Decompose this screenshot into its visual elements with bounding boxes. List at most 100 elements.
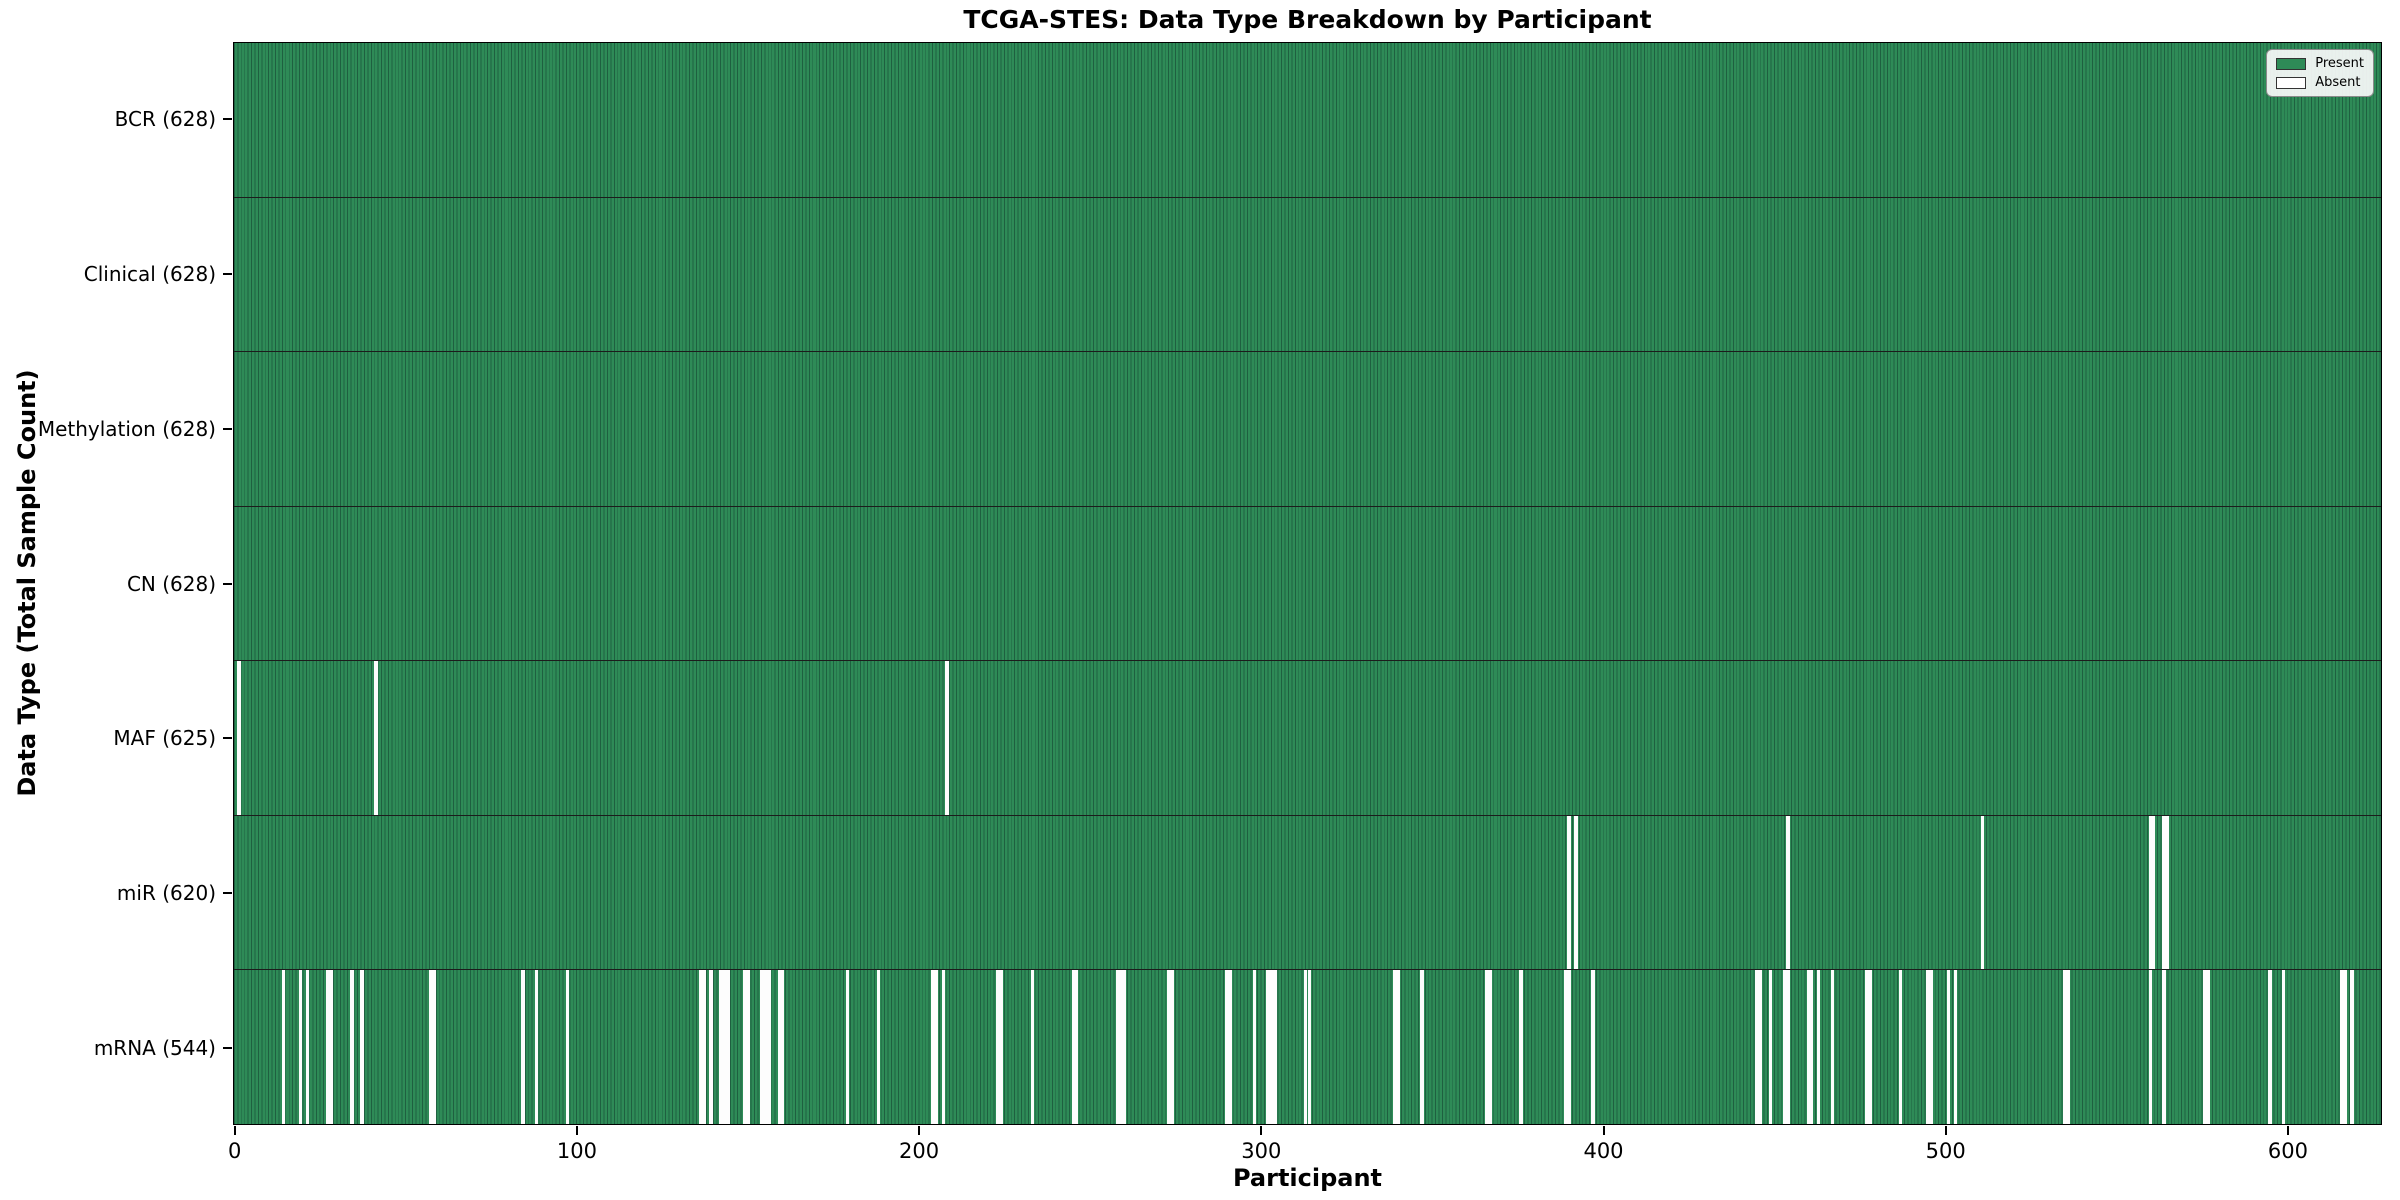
- absent-mark-mrna: [760, 970, 764, 1125]
- absent-mark-mrna: [1782, 970, 1787, 1125]
- absent-mark-maf: [945, 661, 949, 815]
- absent-mark-mrna: [1591, 970, 1595, 1125]
- absent-mark-mrna: [1830, 970, 1834, 1125]
- xtick-mark: [1944, 1126, 1947, 1135]
- absent-mark-mrna: [1266, 970, 1270, 1125]
- absent-mark-mrna: [1307, 970, 1311, 1125]
- ytick-label-cn: CN (628): [126, 571, 216, 596]
- absent-mark-mrna: [1868, 970, 1872, 1125]
- row-clinical: [234, 196, 2381, 352]
- absent-mark-mrna: [350, 970, 354, 1125]
- absent-mark-mrna: [1806, 970, 1811, 1125]
- absent-mark-mrna: [1926, 970, 1930, 1125]
- absent-mark-mrna: [726, 970, 730, 1125]
- absent-mark-mrna: [1946, 970, 1951, 1125]
- chart-title: TCGA-STES: Data Type Breakdown by Partic…: [963, 5, 1652, 34]
- ytick-mark: [223, 427, 232, 430]
- absent-mark-mrna: [1269, 970, 1274, 1125]
- absent-mark-mrna: [1953, 970, 1958, 1125]
- absent-mark-mrna: [1116, 970, 1120, 1125]
- absent-mark-mrna: [1228, 970, 1233, 1125]
- xtick-label-0: 0: [228, 1139, 242, 1163]
- absent-mark-mrna: [1898, 970, 1903, 1125]
- absent-mark-mrna: [876, 970, 881, 1125]
- absent-mark-mrna: [1225, 970, 1229, 1125]
- ytick-mark: [223, 891, 232, 894]
- absent-mark-mrna: [698, 970, 703, 1125]
- absent-mark-mrna: [1816, 970, 1821, 1125]
- absent-mark-mrna: [2350, 970, 2354, 1125]
- absent-mark-mrna: [1304, 970, 1308, 1125]
- absent-mark-mrna: [931, 970, 935, 1125]
- ytick-mark: [223, 118, 232, 121]
- y-axis-ticks: BCR (628) Clinical (628) Methylation (628)…: [0, 42, 233, 1125]
- xtick-mark: [918, 1126, 921, 1135]
- absent-mark-mir: [1786, 815, 1790, 970]
- ytick-mark: [223, 273, 232, 276]
- absent-mark-mrna: [767, 970, 771, 1125]
- ytick-mark: [223, 737, 232, 740]
- absent-mark-mrna: [999, 970, 1004, 1125]
- absent-mark-mrna: [2148, 970, 2152, 1125]
- absent-mark-mrna: [428, 970, 433, 1125]
- ytick-mark: [223, 582, 232, 585]
- absent-mark-mrna: [722, 970, 727, 1125]
- absent-mark-mrna: [746, 970, 751, 1125]
- absent-mark-mrna: [763, 970, 768, 1125]
- absent-mark-mrna: [1392, 970, 1397, 1125]
- absent-mark-mrna: [1273, 970, 1277, 1125]
- absent-mark-mrna: [1864, 970, 1869, 1125]
- legend-entry-present: Present: [2276, 57, 2364, 70]
- xtick-mark: [575, 1126, 578, 1135]
- x-axis-label: Participant: [1232, 1164, 1383, 1192]
- absent-mark-mrna: [2339, 970, 2344, 1125]
- absent-mark-mrna: [934, 970, 939, 1125]
- absent-mark-mrna: [743, 970, 747, 1125]
- absent-mark-mir: [1567, 815, 1571, 970]
- ytick-mark: [223, 1046, 232, 1049]
- absent-mark-mir: [2165, 815, 2170, 970]
- absent-mark-maf: [237, 661, 241, 815]
- absent-mark-mrna: [777, 970, 781, 1125]
- absent-mark-mrna: [709, 970, 713, 1125]
- ytick-label-mir: miR (620): [116, 880, 216, 905]
- absent-mark-mrna: [1071, 970, 1075, 1125]
- absent-mark-mrna: [2343, 970, 2347, 1125]
- absent-mark-mrna: [781, 970, 785, 1125]
- absent-mark-mrna: [1929, 970, 1934, 1125]
- absent-mark-mrna: [281, 970, 286, 1125]
- xtick-label-300: 300: [1241, 1139, 1282, 1163]
- absent-mark-maf: [374, 661, 378, 815]
- row-bcr: [234, 43, 2381, 197]
- absent-mark-mrna: [305, 970, 310, 1125]
- absent-mark-mrna: [360, 970, 364, 1125]
- absent-mark-mrna: [521, 970, 525, 1125]
- absent-mark-mrna: [1485, 970, 1489, 1125]
- absent-mark-mrna: [1119, 970, 1123, 1125]
- absent-mark-mrna: [2281, 970, 2286, 1125]
- absent-mark-mrna: [534, 970, 539, 1125]
- xtick-label-600: 600: [2267, 1139, 2308, 1163]
- absent-mark-mrna: [1122, 970, 1127, 1125]
- legend: Present Absent: [2266, 49, 2374, 97]
- legend-entry-absent: Absent: [2276, 76, 2364, 89]
- xtick-label-400: 400: [1583, 1139, 1624, 1163]
- absent-mark-mrna: [2206, 970, 2211, 1125]
- xtick-label-500: 500: [1925, 1139, 1966, 1163]
- xtick-label-200: 200: [899, 1139, 940, 1163]
- absent-mark-mrna: [1567, 970, 1571, 1125]
- absent-mark-mrna: [1758, 970, 1763, 1125]
- xtick-mark: [233, 1126, 236, 1135]
- absent-mark-mrna: [2066, 970, 2070, 1125]
- x-axis-ticks: 0 100 200 300 400 500 600: [228, 1126, 2382, 1186]
- absent-mark-mrna: [1420, 970, 1424, 1125]
- absent-mark-mrna: [326, 970, 330, 1125]
- absent-mark-mrna: [941, 970, 946, 1125]
- row-cn: [234, 505, 2381, 661]
- row-mrna: [234, 969, 2381, 1125]
- legend-swatch-icon: [2276, 76, 2307, 89]
- absent-mark-mrna: [1170, 970, 1175, 1125]
- row-mir: [234, 814, 2381, 970]
- absent-mark-mrna: [1030, 970, 1034, 1125]
- absent-mark-mir: [2148, 815, 2152, 970]
